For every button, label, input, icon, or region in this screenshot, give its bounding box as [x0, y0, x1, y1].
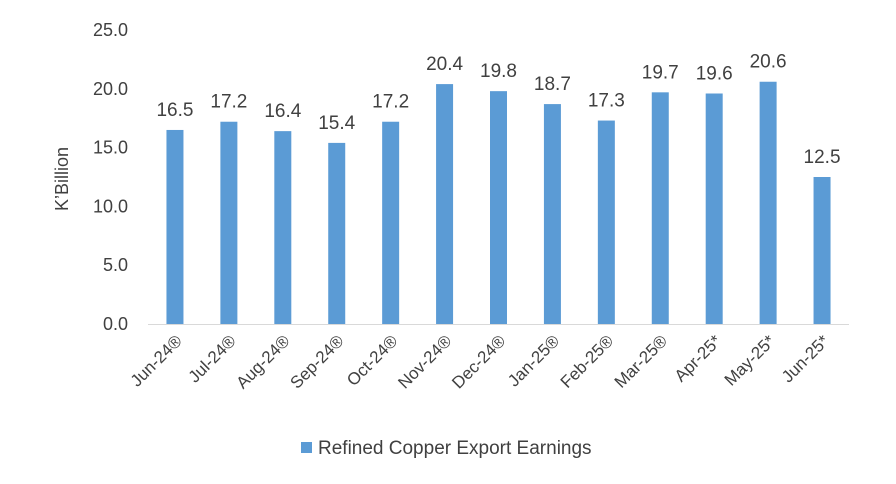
bar — [651, 92, 669, 324]
x-tick-label: Jan-25® — [504, 331, 563, 390]
legend: Refined Copper Export Earnings — [301, 438, 592, 459]
bar — [328, 142, 346, 324]
y-tick-label: 25.0 — [93, 20, 128, 40]
bar — [274, 131, 292, 324]
y-axis-ticks: 0.0 5.0 10.0 15.0 20.0 25.0 — [93, 20, 128, 334]
data-label: 20.6 — [750, 52, 787, 73]
x-tick-label: Nov-24® — [394, 331, 455, 392]
bar — [220, 121, 238, 324]
data-labels: 16.5 17.2 16.4 15.4 17.2 20.4 19.8 18.7 17.3 19.7… — [156, 52, 840, 168]
y-tick-label: 10.0 — [93, 196, 128, 216]
data-label: 17.3 — [588, 91, 625, 112]
bar-series — [166, 81, 831, 324]
bar — [759, 81, 777, 324]
bar — [382, 121, 400, 324]
x-tick-label: Jul-24® — [185, 331, 240, 386]
data-label: 19.6 — [696, 64, 733, 85]
x-tick-label: Mar-25® — [611, 331, 672, 392]
y-tick-label: 20.0 — [93, 79, 128, 99]
x-tick-label: May-25* — [721, 331, 779, 389]
y-tick-label: 0.0 — [103, 314, 128, 334]
data-label: 15.4 — [318, 113, 355, 134]
data-label: 19.7 — [642, 62, 679, 83]
data-label: 20.4 — [426, 54, 463, 75]
bar — [490, 91, 507, 324]
x-tick-label: Feb-25® — [557, 331, 618, 392]
data-label: 17.2 — [210, 92, 247, 113]
data-label: 19.8 — [480, 61, 517, 82]
data-label: 12.5 — [804, 147, 841, 168]
x-tick-label: Sep-24® — [286, 331, 347, 392]
x-axis-tick-labels: Jun-24®Jul-24®Aug-24®Sep-24®Oct-24®Nov-2… — [127, 331, 833, 392]
x-tick-label: Aug-24® — [233, 331, 294, 392]
data-label: 17.2 — [372, 92, 409, 113]
bar — [436, 84, 454, 324]
x-tick-label: Dec-24® — [448, 331, 509, 392]
bar — [813, 177, 831, 324]
bar — [166, 129, 184, 324]
y-axis-label: K’Billion — [52, 147, 72, 211]
x-tick-label: Apr-25* — [671, 331, 725, 385]
bar — [597, 120, 615, 324]
x-tick-label: Jun-24® — [127, 331, 186, 390]
x-tick-label: Jun-25* — [778, 331, 833, 386]
data-label: 18.7 — [534, 74, 571, 95]
x-tick-label: Oct-24® — [343, 331, 402, 390]
data-label: 16.4 — [264, 101, 301, 122]
bar — [543, 104, 561, 324]
data-label: 16.5 — [156, 100, 193, 121]
bar — [705, 93, 723, 324]
legend-swatch — [301, 442, 312, 453]
y-tick-label: 15.0 — [93, 138, 128, 158]
y-tick-label: 5.0 — [103, 255, 128, 275]
legend-label: Refined Copper Export Earnings — [318, 438, 592, 459]
